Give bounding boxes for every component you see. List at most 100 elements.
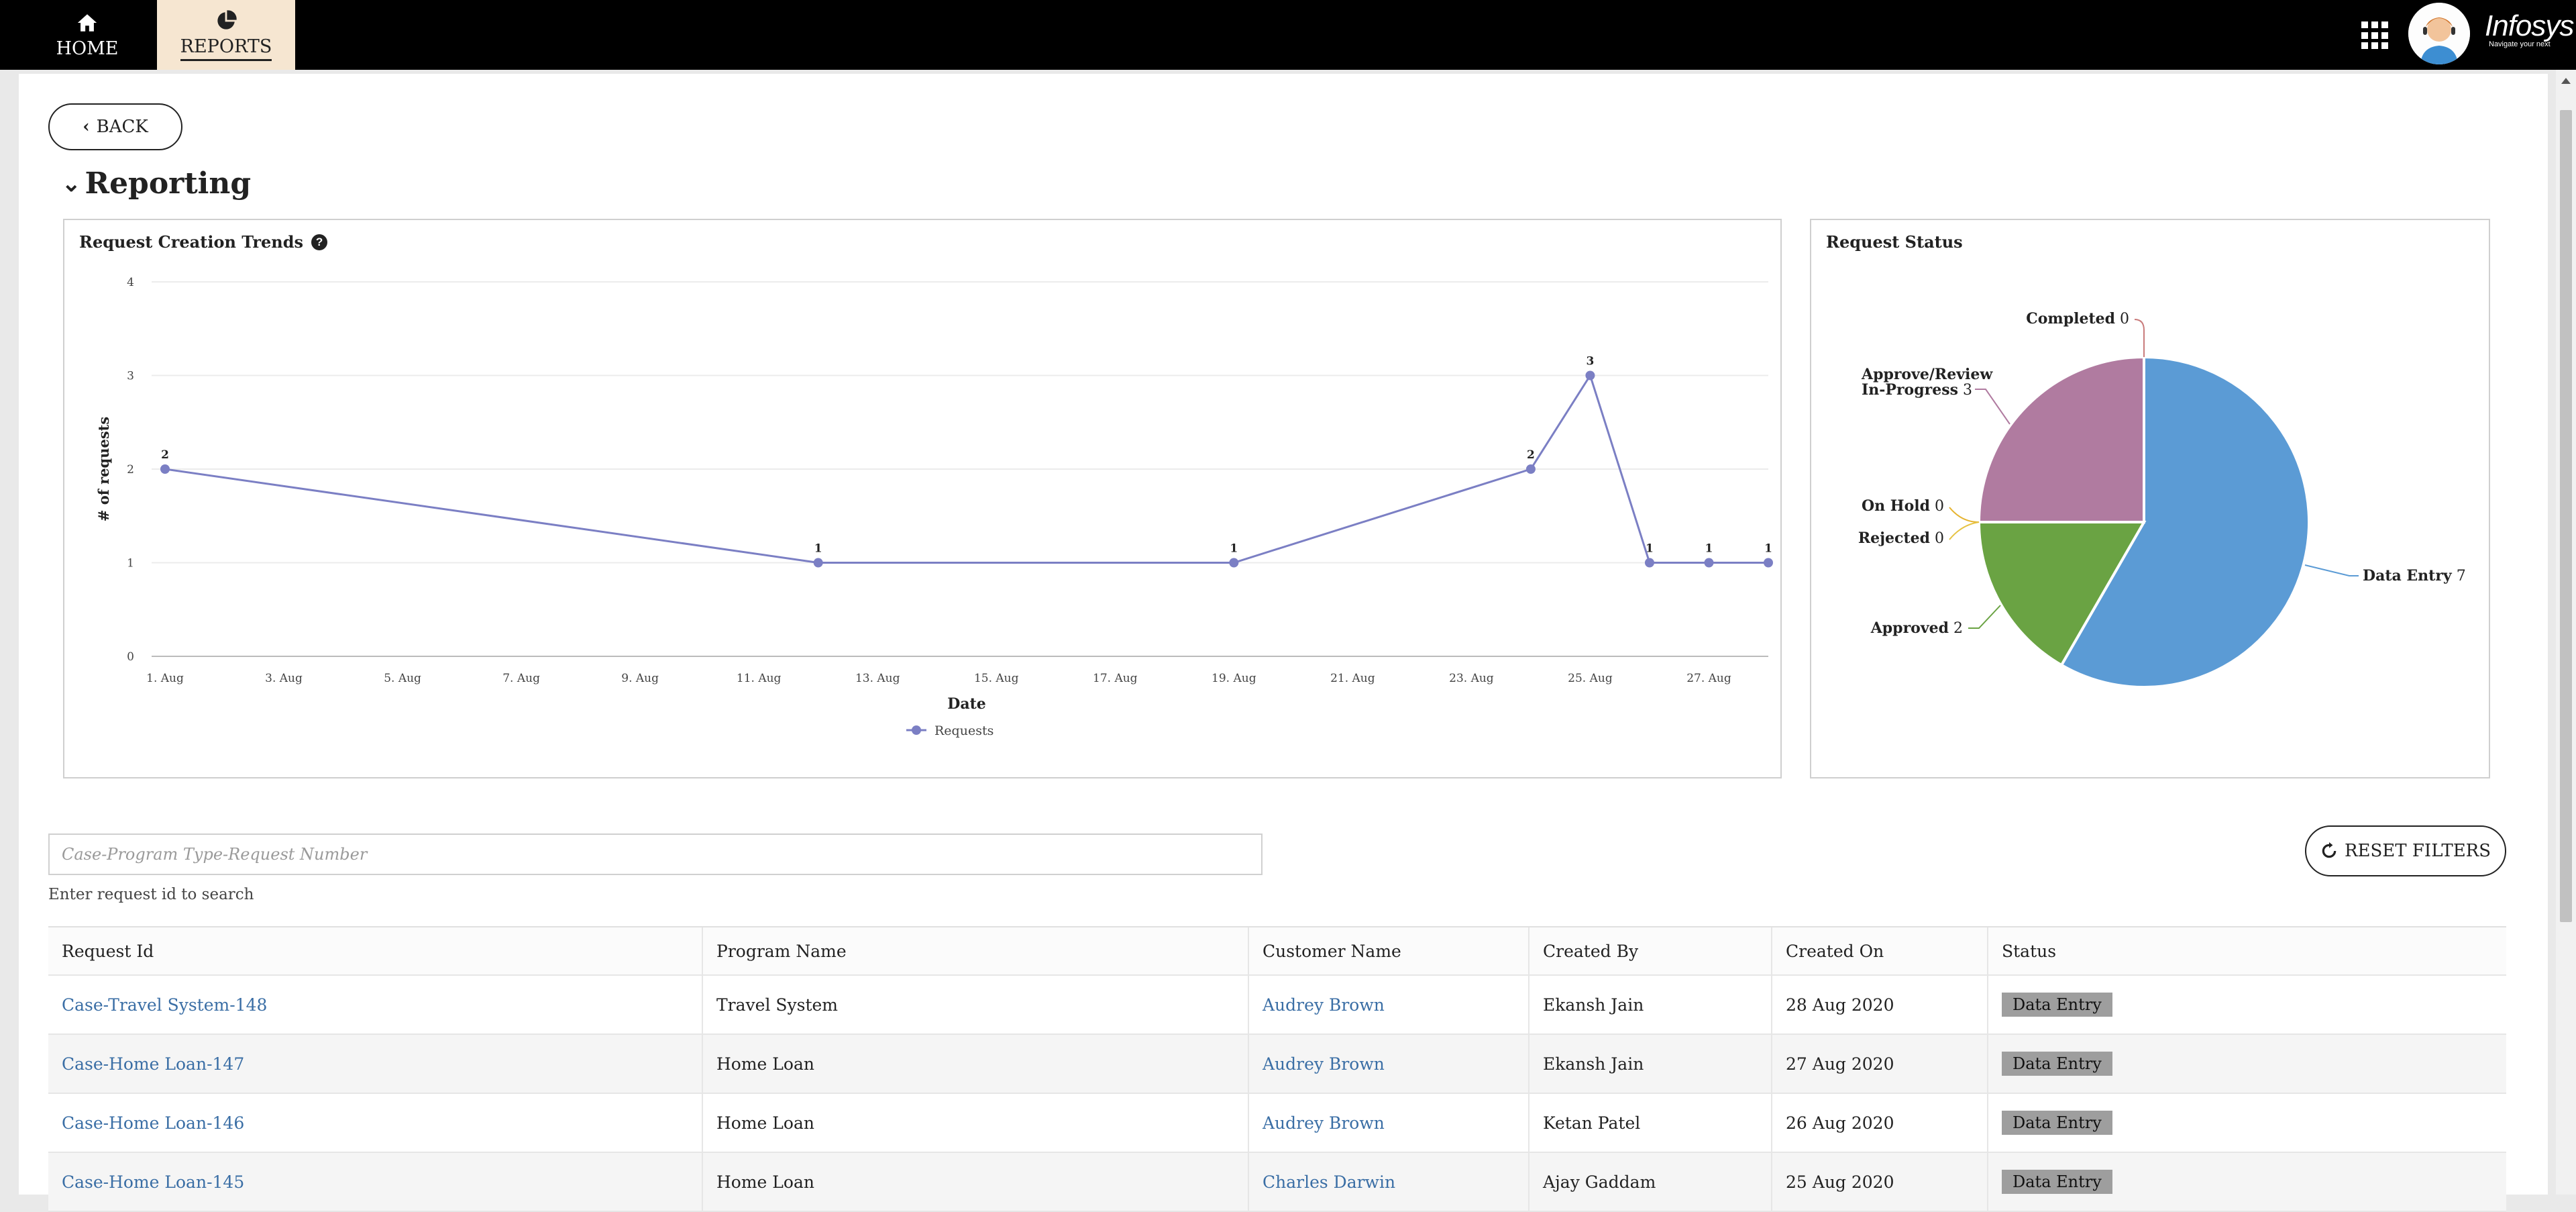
table-row: Case-Home Loan-145 Home Loan Charles Dar… bbox=[48, 1153, 2506, 1212]
x-axis-title: Date bbox=[947, 695, 986, 713]
program-name-cell: Home Loan bbox=[703, 1094, 1249, 1152]
help-icon[interactable]: ? bbox=[311, 234, 328, 250]
status-chart-title: Request Status bbox=[1826, 232, 1963, 252]
reset-filters-button[interactable]: RESET FILTERS bbox=[2305, 825, 2506, 876]
column-header-customer-name[interactable]: Customer Name bbox=[1249, 927, 1529, 974]
back-button[interactable]: ‹ BACK bbox=[48, 103, 182, 150]
search-input[interactable] bbox=[48, 834, 1263, 875]
x-tick-label: 1. Aug bbox=[146, 672, 184, 685]
pie-label-connector bbox=[1949, 507, 1980, 523]
created-by-cell: Ajay Gaddam bbox=[1529, 1153, 1772, 1211]
reporting-section-toggle[interactable]: ⌄ Reporting bbox=[62, 166, 251, 201]
y-tick-label: 1 bbox=[127, 557, 134, 570]
customer-name-link[interactable]: Charles Darwin bbox=[1263, 1172, 1396, 1192]
pie-slice-approve-review-in-progress bbox=[1977, 355, 2145, 523]
pie-label-connector bbox=[1968, 605, 2001, 629]
back-button-label: BACK bbox=[96, 117, 148, 137]
pie-label-connector bbox=[1975, 389, 2010, 425]
top-nav-bar: HOME REPORTS Infosys Navigate your next bbox=[0, 0, 2576, 70]
x-tick-label: 11. Aug bbox=[737, 672, 782, 685]
data-point bbox=[1764, 558, 1773, 568]
infosys-logo: Infosys Navigate your next bbox=[2485, 9, 2574, 48]
data-label: 1 bbox=[1230, 542, 1238, 556]
data-point bbox=[1229, 558, 1239, 568]
table-row: Case-Home Loan-147 Home Loan Audrey Brow… bbox=[48, 1035, 2506, 1094]
data-point bbox=[160, 464, 170, 474]
pie-label-connector bbox=[1949, 521, 1980, 540]
chevron-left-icon: ‹ bbox=[83, 117, 90, 137]
data-label: 1 bbox=[1646, 542, 1654, 556]
home-icon bbox=[77, 13, 97, 32]
reset-filters-label: RESET FILTERS bbox=[2344, 841, 2491, 861]
status-chart-card: Request Status Completed 0 Approve/Review… bbox=[1810, 219, 2490, 778]
status-badge: Data Entry bbox=[2002, 1052, 2112, 1076]
pie-slice-data-entry bbox=[2059, 355, 2310, 689]
x-tick-label: 19. Aug bbox=[1212, 672, 1256, 685]
request-id-link[interactable]: Case-Travel System-148 bbox=[62, 995, 268, 1015]
status-badge: Data Entry bbox=[2002, 993, 2112, 1017]
y-tick-label: 0 bbox=[127, 650, 134, 664]
series-line-requests bbox=[164, 372, 1768, 564]
x-tick-label: 23. Aug bbox=[1449, 672, 1494, 685]
scroll-up-arrow-icon[interactable] bbox=[2561, 78, 2571, 84]
data-point bbox=[1644, 558, 1654, 568]
data-point bbox=[1585, 370, 1595, 381]
y-tick-label: 2 bbox=[127, 463, 134, 476]
table-row: Case-Travel System-148 Travel System Aud… bbox=[48, 976, 2506, 1035]
y-tick-label: 4 bbox=[127, 276, 134, 289]
x-tick-label: 17. Aug bbox=[1093, 672, 1138, 685]
trend-chart-title: Request Creation Trends ? bbox=[79, 232, 328, 252]
created-on-cell: 28 Aug 2020 bbox=[1772, 976, 1988, 1033]
customer-name-link[interactable]: Audrey Brown bbox=[1263, 995, 1385, 1015]
nav-tab-reports-label: REPORTS bbox=[180, 36, 272, 61]
request-id-link[interactable]: Case-Home Loan-146 bbox=[62, 1113, 245, 1133]
table-header-row: Request Id Program Name Customer Name Cr… bbox=[48, 927, 2506, 976]
pie-chart-icon bbox=[217, 9, 237, 30]
request-id-link[interactable]: Case-Home Loan-147 bbox=[62, 1054, 245, 1074]
customer-name-link[interactable]: Audrey Brown bbox=[1263, 1113, 1385, 1133]
pie-label-completed: Completed 0 bbox=[2026, 310, 2129, 327]
y-tick-label: 3 bbox=[127, 370, 134, 383]
column-header-created-by[interactable]: Created By bbox=[1529, 927, 1772, 974]
customer-name-link[interactable]: Audrey Brown bbox=[1263, 1054, 1385, 1074]
x-tick-label: 27. Aug bbox=[1686, 672, 1731, 685]
column-header-program-name[interactable]: Program Name bbox=[703, 927, 1249, 974]
user-avatar[interactable] bbox=[2408, 3, 2470, 64]
x-tick-label: 13. Aug bbox=[855, 672, 900, 685]
legend-label-requests: Requests bbox=[934, 723, 994, 738]
x-tick-label: 3. Aug bbox=[265, 672, 303, 685]
data-label: 1 bbox=[1705, 542, 1713, 556]
data-point bbox=[813, 558, 823, 568]
created-on-cell: 27 Aug 2020 bbox=[1772, 1035, 1988, 1093]
pie-label-on-hold: On Hold 0 bbox=[1862, 497, 1944, 515]
request-id-link[interactable]: Case-Home Loan-145 bbox=[62, 1172, 245, 1192]
x-tick-label: 21. Aug bbox=[1330, 672, 1375, 685]
data-label: 3 bbox=[1587, 355, 1595, 368]
created-on-cell: 26 Aug 2020 bbox=[1772, 1094, 1988, 1152]
refresh-icon bbox=[2322, 842, 2337, 858]
program-name-cell: Home Loan bbox=[703, 1153, 1249, 1211]
data-label: 2 bbox=[161, 448, 169, 462]
x-tick-label: 7. Aug bbox=[502, 672, 540, 685]
created-by-cell: Ekansh Jain bbox=[1529, 976, 1772, 1033]
status-badge: Data Entry bbox=[2002, 1111, 2112, 1135]
y-axis-title: # of requests bbox=[95, 417, 112, 521]
data-label: 1 bbox=[814, 542, 822, 556]
column-header-created-on[interactable]: Created On bbox=[1772, 927, 1988, 974]
nav-tab-home-label: HOME bbox=[56, 38, 119, 59]
chevron-down-icon: ⌄ bbox=[62, 170, 81, 197]
column-header-request-id[interactable]: Request Id bbox=[48, 927, 703, 974]
status-badge: Data Entry bbox=[2002, 1170, 2112, 1194]
created-by-cell: Ketan Patel bbox=[1529, 1094, 1772, 1152]
nav-tab-reports[interactable]: REPORTS bbox=[157, 0, 295, 70]
app-grid-icon[interactable] bbox=[2361, 21, 2390, 50]
line-chart: 0 1 2 3 4 1. Aug 3. Aug 5. Aug 7. Aug 9. Aug 11. A… bbox=[95, 276, 1773, 738]
pie-label-data-entry: Data Entry 7 bbox=[2363, 567, 2466, 585]
x-tick-label: 25. Aug bbox=[1568, 672, 1613, 685]
data-label: 2 bbox=[1527, 448, 1535, 462]
nav-tab-home[interactable]: HOME bbox=[40, 0, 134, 70]
created-by-cell: Ekansh Jain bbox=[1529, 1035, 1772, 1093]
column-header-status[interactable]: Status bbox=[2002, 941, 2057, 961]
page-scrollbar[interactable] bbox=[2556, 70, 2576, 1195]
scroll-thumb[interactable] bbox=[2560, 110, 2572, 922]
